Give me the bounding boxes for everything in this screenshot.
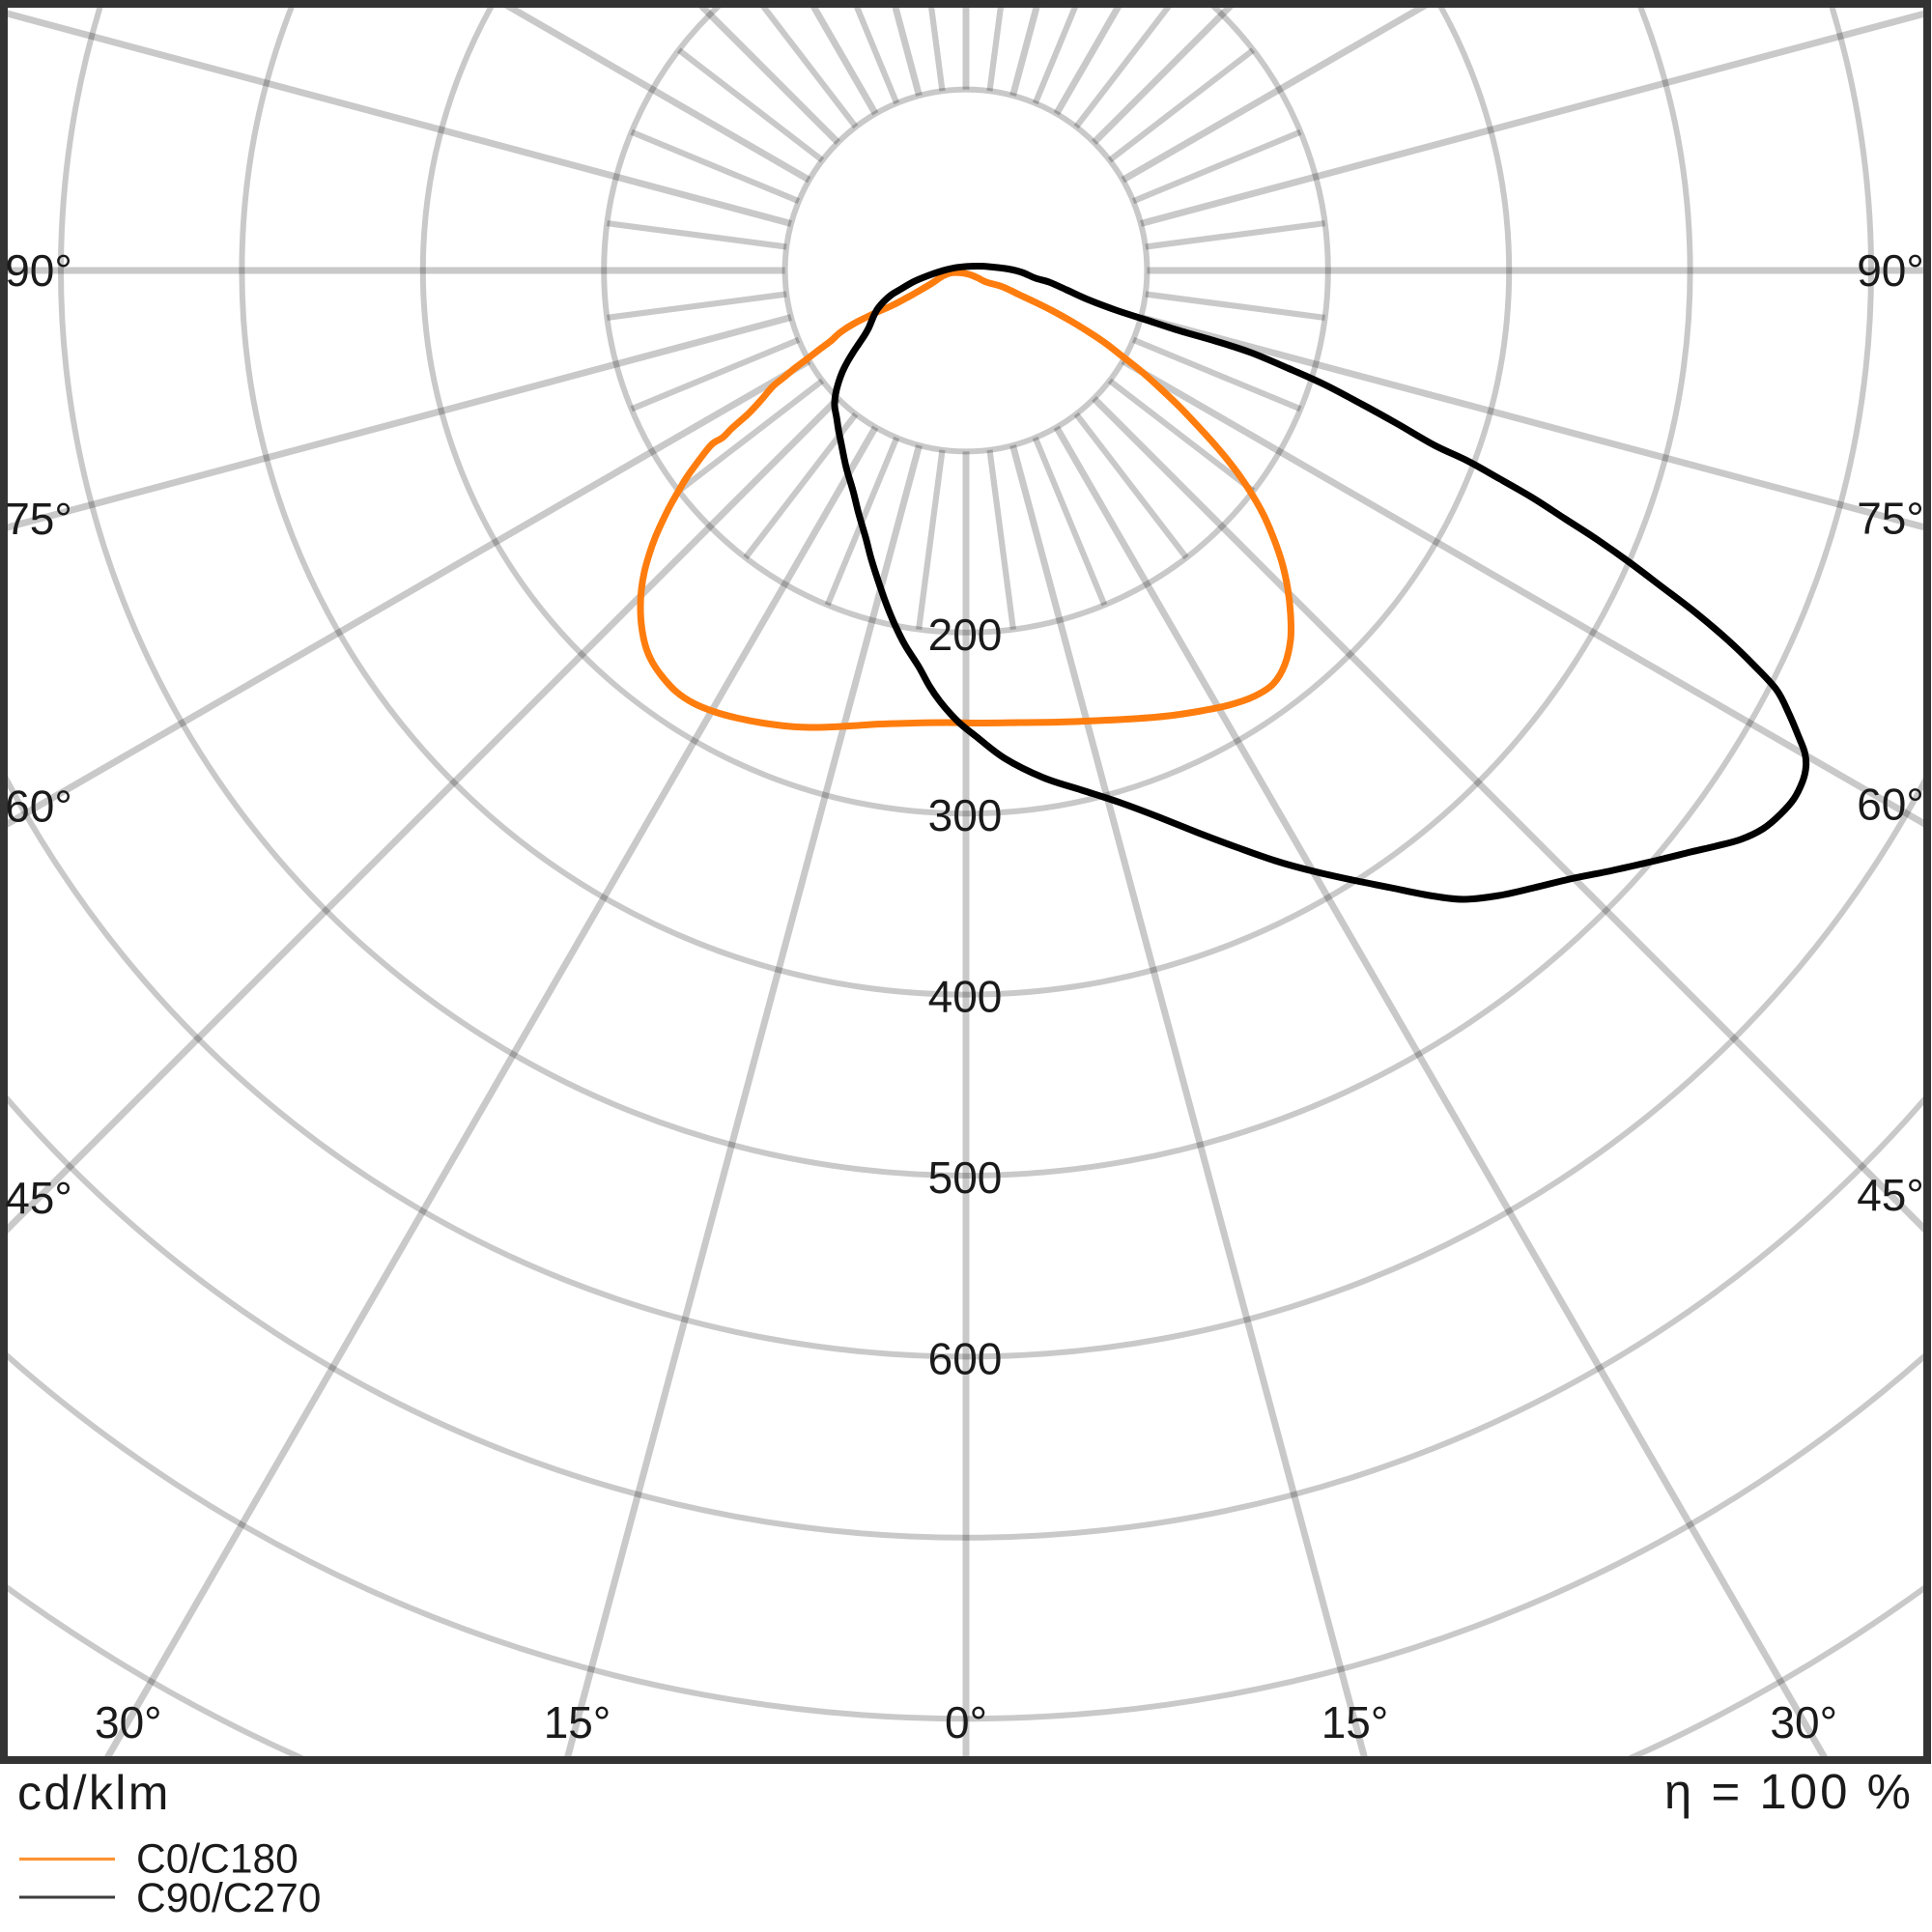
- svg-text:0°: 0°: [945, 1697, 987, 1747]
- svg-text:300: 300: [928, 790, 1003, 840]
- svg-text:45°: 45°: [5, 1173, 72, 1223]
- svg-text:200: 200: [928, 610, 1003, 660]
- svg-text:90°: 90°: [1857, 245, 1924, 296]
- svg-text:C90/C270: C90/C270: [136, 1876, 321, 1921]
- svg-text:C0/C180: C0/C180: [136, 1837, 298, 1883]
- svg-text:60°: 60°: [5, 781, 72, 831]
- svg-text:45°: 45°: [1857, 1170, 1924, 1220]
- svg-text:η = 100 %: η = 100 %: [1664, 1764, 1914, 1819]
- svg-text:500: 500: [928, 1152, 1003, 1203]
- svg-text:30°: 30°: [1770, 1697, 1837, 1747]
- svg-text:400: 400: [928, 972, 1003, 1022]
- svg-text:15°: 15°: [544, 1697, 611, 1747]
- svg-text:30°: 30°: [95, 1697, 162, 1747]
- svg-text:600: 600: [928, 1333, 1003, 1383]
- svg-text:90°: 90°: [5, 245, 72, 296]
- svg-text:75°: 75°: [1857, 493, 1924, 543]
- svg-text:60°: 60°: [1857, 780, 1924, 830]
- svg-text:75°: 75°: [5, 494, 72, 544]
- svg-text:cd/klm: cd/klm: [17, 1766, 171, 1820]
- svg-text:15°: 15°: [1321, 1697, 1389, 1747]
